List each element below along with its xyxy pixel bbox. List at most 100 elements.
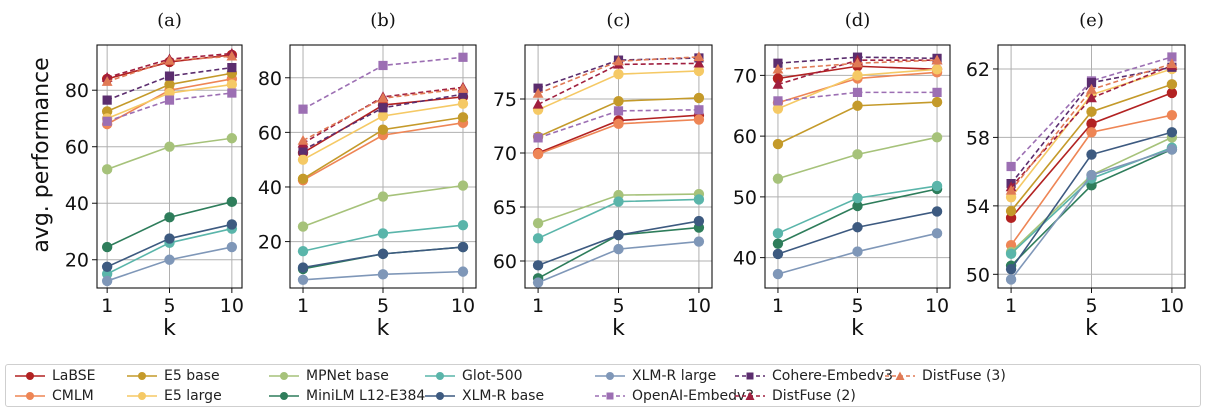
legend-label: DistFuse (3) [922,368,1006,384]
data-point [693,92,705,104]
y-tick-label: 60 [258,122,282,144]
data-point [772,103,784,114]
chart-panel: (c) 60 65 70 75 1 5 10 k [493,10,713,341]
data-point [457,266,469,277]
y-tick-label: 20 [258,232,282,254]
data-point [1086,118,1097,129]
x-tick-label: 1 [297,295,309,317]
x-tick-label: 10 [1160,295,1184,317]
data-point [377,124,389,135]
data-point [101,76,113,86]
legend-label: XLM-R large [632,368,717,384]
data-point [1086,92,1097,103]
chart-panel: (a) 20 40 60 80 1 5 10 k [65,10,244,341]
panel-title: (b) [370,10,396,31]
legend-swatch [269,372,299,380]
y-tick-label: 75 [493,89,517,111]
x-tick-label: 5 [377,295,389,317]
data-point [613,196,624,207]
data-point [613,243,624,255]
panel-title: (d) [845,10,871,31]
y-tick-label: 40 [258,177,282,199]
data-point [694,105,704,115]
legend-item: E5 large [126,386,222,406]
data-point [532,218,544,229]
series-line [777,59,938,71]
legend-swatch [735,372,765,380]
axes-frame [289,44,477,289]
x-tick-label: 10 [687,295,711,317]
data-point [613,229,624,241]
data-point [101,241,113,253]
data-point [101,261,113,273]
data-point [164,254,175,265]
data-point [1086,127,1097,138]
y-tick-label: 65 [493,197,517,219]
y-tick-label: 40 [65,193,89,215]
data-point [1167,52,1177,62]
legend-item: Cohere-Embedv3 [734,366,893,386]
series-line [537,56,699,95]
data-point [377,248,389,260]
legend-item: E5 base [126,366,220,386]
legend-item: XLM-R base [424,386,544,406]
data-point [613,68,624,80]
data-point [773,96,783,106]
data-point [613,95,624,107]
x-tick-label: 10 [925,295,949,317]
x-axis-label: k [1085,316,1098,341]
data-point [1166,127,1178,138]
data-point [772,73,784,84]
y-tick-label: 20 [65,250,89,272]
data-point [1166,87,1178,99]
data-point [532,88,544,98]
data-point [852,149,863,160]
legend-label: DistFuse (2) [772,388,856,404]
data-point [533,133,543,143]
x-tick-label: 1 [1005,295,1017,317]
data-point [1086,149,1097,160]
data-point [693,194,705,205]
data-point [164,212,175,223]
data-point [772,238,784,249]
data-point [378,60,388,71]
data-point [693,114,705,125]
data-point [377,191,389,202]
data-point [613,55,624,66]
legend-swatch [595,392,625,400]
panel-title: (e) [1079,10,1104,31]
legend-swatch [127,372,157,380]
data-point [931,132,943,143]
data-point [931,96,943,108]
x-axis-label: k [163,316,176,341]
data-point [297,173,309,184]
data-point [932,87,942,97]
legend-swatch [595,372,625,380]
data-point [297,245,309,257]
data-point [297,262,309,273]
y-tick-label: 58 [966,127,990,149]
data-point [1166,109,1178,121]
legend: LaBSE CMLM E5 base E5 large MPNet base MiniLM… [5,364,1201,407]
legend-label: Glot-500 [462,368,523,384]
legend-item: OpenAI-Embedv3 [594,386,754,406]
y-tick-label: 70 [493,143,517,165]
data-point [457,241,469,253]
data-point [532,260,544,271]
y-tick-label: 50 [966,264,990,286]
legend-item: DistFuse (2) [734,386,856,406]
data-point [852,222,863,233]
data-point [852,100,863,111]
data-point [297,154,309,165]
data-point [772,138,784,150]
data-point [532,233,544,244]
data-point [693,236,705,247]
axes-frame [764,44,951,289]
data-point [377,92,389,103]
data-point [101,275,113,287]
legend-swatch [15,392,45,400]
data-point [297,221,309,232]
legend-item: DistFuse (3) [884,366,1006,386]
axes-frame [96,44,243,289]
data-point [458,89,468,99]
